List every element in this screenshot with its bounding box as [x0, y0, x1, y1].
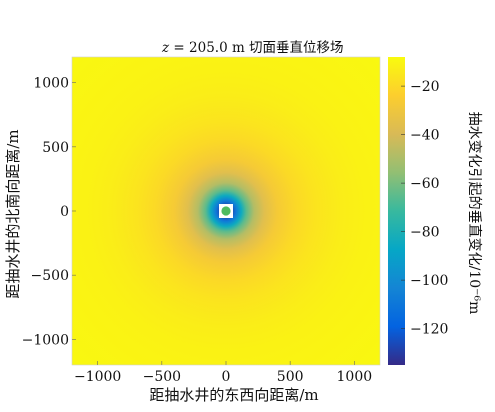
x-axis-label: 距抽水井的东西向距离/m: [149, 386, 318, 404]
chart-title-variable: z: [161, 40, 170, 56]
x-tick-label: 0: [222, 369, 231, 385]
colorbar-tick-label: −60: [410, 176, 440, 192]
y-tick-label: 500: [42, 140, 69, 156]
colorbar-scale: [388, 57, 405, 365]
colorbar: −20 −40 −60 −80 −100 −120: [388, 57, 448, 365]
y-axis-label: 距抽水井的北南向距离/m: [4, 129, 22, 298]
x-tick-label: −1000: [74, 369, 121, 385]
colorbar-ticks: −20 −40 −60 −80 −100 −120: [401, 79, 448, 338]
x-axis: −1000 −500 0 500 1000: [74, 361, 372, 385]
y-tick-label: 1000: [33, 76, 69, 92]
colorbar-tick-label: −80: [410, 225, 440, 241]
y-tick-label: −1000: [22, 332, 69, 348]
colorbar-tick-label: −100: [410, 273, 448, 289]
x-tick-label: −500: [143, 369, 181, 385]
colorbar-tick-label: −20: [410, 79, 440, 95]
chart-title-text: = 205.0 m 切面垂直位移场: [169, 40, 343, 56]
heatmap-plot: [71, 56, 381, 366]
colorbar-tick-label: −120: [410, 322, 448, 338]
y-axis: −1000 −500 0 500 1000: [22, 76, 76, 348]
y-tick-label: 0: [60, 204, 69, 220]
colorbar-label: 抽水变化引起的垂直变化/10⁻⁶m: [466, 112, 483, 315]
x-tick-label: 500: [277, 369, 304, 385]
colorbar-tick-label: −40: [410, 128, 440, 144]
y-tick-label: −500: [31, 268, 69, 284]
chart-title: z = 205.0 m 切面垂直位移场: [161, 40, 344, 56]
well-marker: [221, 206, 231, 216]
x-tick-label: 1000: [337, 369, 373, 385]
